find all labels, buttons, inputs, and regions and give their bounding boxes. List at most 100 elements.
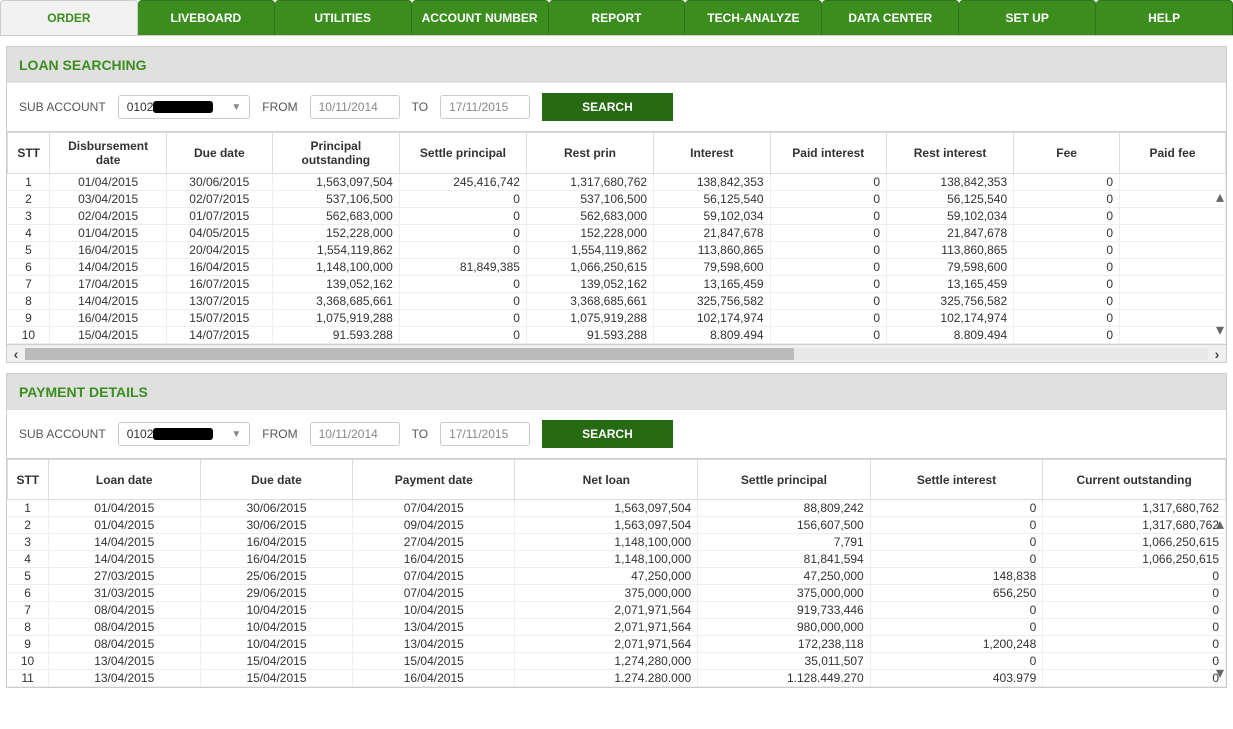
- table-cell: 375,000,000: [515, 585, 698, 602]
- table-row[interactable]: 631/03/201529/06/201507/04/2015375,000,0…: [8, 585, 1226, 602]
- to-date-input[interactable]: 17/11/2015: [440, 95, 530, 119]
- table-row[interactable]: 916/04/201515/07/20151,075,919,28801,075…: [8, 310, 1226, 327]
- scroll-down-icon[interactable]: ▾: [1216, 320, 1224, 340]
- table-cell: 0: [1014, 225, 1120, 242]
- table-cell: 01/07/2015: [166, 208, 272, 225]
- tab-set-up[interactable]: SET UP: [959, 0, 1096, 35]
- table-cell: 562,683,000: [526, 208, 653, 225]
- scroll-up-icon[interactable]: ▴: [1216, 187, 1224, 207]
- from-date-input[interactable]: 10/11/2014: [310, 95, 400, 119]
- table-cell: 1,075,919,288: [526, 310, 653, 327]
- tab-help[interactable]: HELP: [1096, 0, 1233, 35]
- sub-account-value-prefix: 0102: [127, 100, 154, 114]
- table-cell: 9: [8, 310, 50, 327]
- tab-tech-analyze[interactable]: TECH-ANALYZE: [685, 0, 822, 35]
- scroll-down-icon[interactable]: ▾: [1216, 663, 1224, 683]
- tab-utilities[interactable]: UTILITIES: [275, 0, 412, 35]
- table-row[interactable]: 302/04/201501/07/2015562,683,0000562,683…: [8, 208, 1226, 225]
- table-cell: 16/04/2015: [200, 534, 352, 551]
- table-cell: 10/04/2015: [200, 602, 352, 619]
- table-row[interactable]: 1013/04/201515/04/201515/04/20151,274,28…: [8, 653, 1226, 670]
- table-cell: 11: [8, 670, 49, 687]
- table-cell: 0: [770, 191, 887, 208]
- table-cell: [1120, 242, 1226, 259]
- table-cell: 08/04/2015: [48, 602, 200, 619]
- table-cell: 113,860,865: [887, 242, 1014, 259]
- table-cell: 9: [8, 636, 49, 653]
- table-cell: 4: [8, 551, 49, 568]
- table-cell: 1,075,919,288: [272, 310, 399, 327]
- table-row[interactable]: 717/04/201516/07/2015139,052,1620139,052…: [8, 276, 1226, 293]
- sub-account-select[interactable]: 0102 ▼: [118, 95, 251, 119]
- table-row[interactable]: 414/04/201516/04/201516/04/20151,148,100…: [8, 551, 1226, 568]
- scroll-track[interactable]: [25, 348, 1208, 360]
- table-cell: [1120, 225, 1226, 242]
- table-cell: 537,106,500: [526, 191, 653, 208]
- table-cell: 1,563,097,504: [515, 517, 698, 534]
- table-cell: 31/03/2015: [48, 585, 200, 602]
- table-row[interactable]: 401/04/201504/05/2015152,228,0000152,228…: [8, 225, 1226, 242]
- loan-hscroll[interactable]: ‹ ›: [7, 344, 1226, 362]
- table-row[interactable]: 1015/04/201514/07/201591.593.288091.593.…: [8, 327, 1226, 344]
- tab-order[interactable]: ORDER: [0, 0, 138, 35]
- table-cell: 3,368,685,661: [526, 293, 653, 310]
- table-cell: 27/03/2015: [48, 568, 200, 585]
- table-cell: 1,066,250,615: [1043, 551, 1226, 568]
- top-tabs: ORDERLIVEBOARDUTILITIESACCOUNT NUMBERREP…: [0, 0, 1233, 36]
- table-cell: 3: [8, 534, 49, 551]
- table-row[interactable]: 708/04/201510/04/201510/04/20152,071,971…: [8, 602, 1226, 619]
- table-row[interactable]: 908/04/201510/04/201513/04/20152,071,971…: [8, 636, 1226, 653]
- table-cell: 1,066,250,615: [1043, 534, 1226, 551]
- table-cell: 0: [770, 327, 887, 344]
- table-cell: 6: [8, 585, 49, 602]
- table-cell: 0: [1043, 602, 1226, 619]
- table-cell: 0: [399, 310, 526, 327]
- tab-data-center[interactable]: DATA CENTER: [822, 0, 959, 35]
- table-row[interactable]: 203/04/201502/07/2015537,106,5000537,106…: [8, 191, 1226, 208]
- table-cell: 14/04/2015: [50, 293, 167, 310]
- table-row[interactable]: 101/04/201530/06/201507/04/20151,563,097…: [8, 500, 1226, 517]
- table-row[interactable]: 516/04/201520/04/20151,554,119,86201,554…: [8, 242, 1226, 259]
- table-cell: 79,598,600: [887, 259, 1014, 276]
- scroll-up-icon[interactable]: ▴: [1216, 514, 1224, 534]
- table-cell: 102,174,974: [887, 310, 1014, 327]
- table-cell: 1,563,097,504: [272, 174, 399, 191]
- table-cell: 30/06/2015: [200, 517, 352, 534]
- table-cell: 47,250,000: [698, 568, 871, 585]
- column-header: Settle principal: [399, 133, 526, 174]
- table-cell: 0: [870, 500, 1043, 517]
- scroll-thumb[interactable]: [25, 348, 794, 360]
- table-row[interactable]: 1113/04/201515/04/201516/04/20151.274.28…: [8, 670, 1226, 687]
- table-row[interactable]: 527/03/201525/06/201507/04/201547,250,00…: [8, 568, 1226, 585]
- table-cell: 02/04/2015: [50, 208, 167, 225]
- table-cell: 0: [770, 259, 887, 276]
- table-cell: [1120, 276, 1226, 293]
- tab-liveboard[interactable]: LIVEBOARD: [138, 0, 275, 35]
- tab-report[interactable]: REPORT: [549, 0, 686, 35]
- table-row[interactable]: 314/04/201516/04/201527/04/20151,148,100…: [8, 534, 1226, 551]
- sub-account-select-2[interactable]: 0102 ▼: [118, 422, 251, 446]
- search-button-2[interactable]: SEARCH: [542, 420, 673, 448]
- column-header: Settle principal: [698, 460, 871, 500]
- scroll-right-icon[interactable]: ›: [1208, 346, 1226, 362]
- sub-account-masked-2: [153, 428, 213, 440]
- table-row[interactable]: 814/04/201513/07/20153,368,685,66103,368…: [8, 293, 1226, 310]
- table-row[interactable]: 614/04/201516/04/20151,148,100,00081,849…: [8, 259, 1226, 276]
- table-cell: [1120, 191, 1226, 208]
- table-cell: 30/06/2015: [166, 174, 272, 191]
- table-cell: 3: [8, 208, 50, 225]
- search-button[interactable]: SEARCH: [542, 93, 673, 121]
- table-cell: 156,607,500: [698, 517, 871, 534]
- from-date-input-2[interactable]: 10/11/2014: [310, 422, 400, 446]
- table-row[interactable]: 201/04/201530/06/201509/04/20151,563,097…: [8, 517, 1226, 534]
- table-row[interactable]: 101/04/201530/06/20151,563,097,504245,41…: [8, 174, 1226, 191]
- scroll-left-icon[interactable]: ‹: [7, 346, 25, 362]
- to-date-input-2[interactable]: 17/11/2015: [440, 422, 530, 446]
- table-cell: 02/07/2015: [166, 191, 272, 208]
- tab-account-number[interactable]: ACCOUNT NUMBER: [412, 0, 549, 35]
- table-cell: 13/04/2015: [353, 636, 515, 653]
- table-row[interactable]: 808/04/201510/04/201513/04/20152,071,971…: [8, 619, 1226, 636]
- table-cell: 81,849,385: [399, 259, 526, 276]
- table-cell: 1,148,100,000: [272, 259, 399, 276]
- table-cell: 01/04/2015: [50, 225, 167, 242]
